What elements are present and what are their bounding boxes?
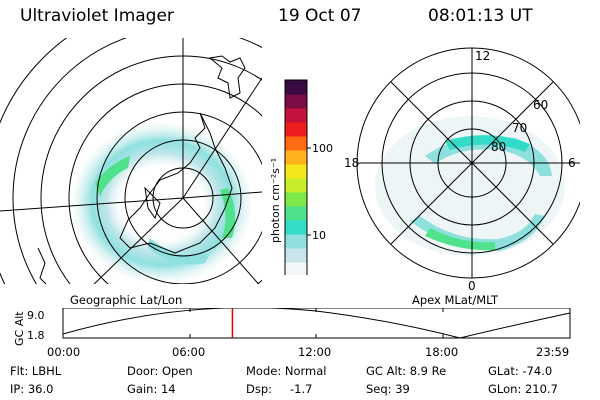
tick-label-0600: 06:00 [172,345,206,359]
door-status: Door: Open [127,364,193,378]
instrument-title: Ultraviolet Imager [20,6,174,26]
altitude-timeline: GC Alt 9.0 1.8 [13,308,571,346]
geographic-map-label: Geographic Lat/Lon [70,293,183,307]
mlt-12-label: 12 [475,49,490,63]
colorbar-stripe [285,122,307,137]
colorbar-unit-label: photon cm⁻²s⁻¹ [269,158,282,243]
apex-map: 12 18 6 0 60 70 80 [344,47,580,293]
apex-grid [356,47,580,279]
colorbar-stripe [285,80,307,95]
apex-aurora-bright [445,135,530,152]
timeline-frame [62,308,571,339]
colorbar-stripe [285,178,307,193]
gain-status: Gain: 14 [127,382,176,396]
colorbar-stripe [285,94,307,109]
coastline [37,55,246,284]
mode-status: Mode: Normal [246,364,327,378]
aurora-band [148,238,210,265]
colorbar-stripe [285,150,307,165]
apex-aurora-bright-night [425,228,495,251]
colorbar-frame [284,79,308,275]
altitude-curve [62,308,571,339]
mlt-0-label: 0 [468,279,476,293]
colorbar-stripe [285,164,307,179]
colorbar-stripe [285,248,307,263]
tick-label-1800: 18:00 [425,345,459,359]
colorbar: 100 10 photon cm⁻²s⁻¹ [269,79,333,275]
colorbar-stripe [285,206,307,221]
tick-label-2359: 23:59 [536,345,570,359]
gc-alt-status: GC Alt: 8.9 Re [366,364,447,378]
timeline-ytop: 9.0 [27,309,45,322]
colorbar-stripe [285,262,307,275]
mlt-18-label: 18 [344,156,359,170]
glat-status: GLat: -74.0 [488,364,553,378]
filter-status: Flt: LBHL [10,364,62,378]
tick-label-0000: 00:00 [47,345,81,359]
aurora-bright-band [95,156,130,196]
lat-80-label: 80 [491,140,506,154]
glon-status: GLon: 210.7 [488,382,558,396]
colorbar-tick-label-100: 100 [312,142,333,155]
dsp-label: Dsp: [246,382,273,396]
mlt-6-label: 6 [568,156,576,170]
timeline-ybottom: 1.8 [27,329,45,342]
date-label: 19 Oct 07 [278,6,362,26]
timeline-ylabel: GC Alt [13,311,26,346]
colorbar-stripe [285,192,307,207]
colorbar-tick-label-10: 10 [312,229,326,242]
colorbar-stripe [285,136,307,151]
colorbar-stripe [285,220,307,235]
meridian-lines [0,38,262,284]
apex-aurora-nightside [410,214,545,251]
aurora-bright-band [220,188,236,238]
ip-status: IP: 36.0 [10,382,54,396]
colorbar-gradient [285,80,307,275]
colorbar-stripe [285,234,307,249]
timeline-ticks [189,308,444,338]
geographic-map [0,38,262,284]
lat-70-label: 70 [512,121,527,135]
colorbar-stripe [285,108,307,123]
tick-label-1200: 12:00 [298,345,332,359]
seq-status: Seq: 39 [366,382,410,396]
lat-60-label: 60 [533,98,548,112]
time-label: 08:01:13 UT [428,6,533,26]
apex-map-label: Apex MLat/MLT [412,293,499,307]
dsp-value: -1.7 [290,382,313,396]
